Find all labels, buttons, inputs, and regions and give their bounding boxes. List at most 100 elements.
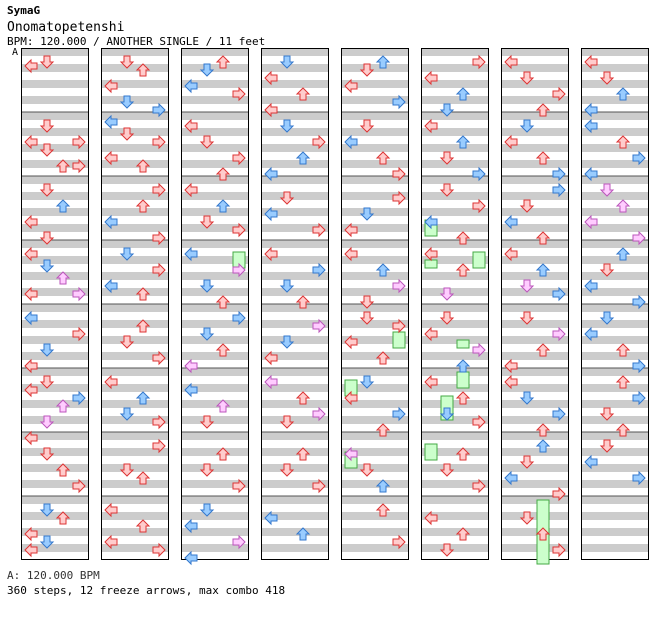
note-down: [199, 327, 215, 341]
beat-band: [581, 480, 649, 488]
beat-band: [501, 192, 569, 200]
note-down: [599, 439, 615, 453]
note-up: [135, 287, 151, 301]
beat-band: [581, 464, 649, 472]
note-down: [199, 503, 215, 517]
note-up: [615, 87, 631, 101]
beat-band: [421, 176, 489, 184]
beat-band: [501, 464, 569, 472]
note-up: [535, 343, 551, 357]
note-left: [344, 78, 358, 94]
note-down: [519, 511, 535, 525]
beat-band: [181, 112, 249, 120]
note-left: [504, 214, 518, 230]
beat-band: [101, 352, 169, 360]
note-down: [359, 63, 375, 77]
beat-band: [501, 352, 569, 360]
beat-band: [261, 496, 329, 504]
beat-band: [101, 144, 169, 152]
beat-band: [181, 272, 249, 280]
beat-band: [261, 432, 329, 440]
note-up: [375, 151, 391, 165]
beat-band: [101, 496, 169, 504]
beat-band: [101, 512, 169, 520]
beat-band: [421, 432, 489, 440]
beat-band: [341, 416, 409, 424]
beat-band: [501, 384, 569, 392]
beat-band: [181, 528, 249, 536]
note-left: [24, 214, 38, 230]
freeze-arrow: [424, 259, 438, 269]
note-left: [344, 334, 358, 350]
beat-band: [581, 240, 649, 248]
note-down: [519, 119, 535, 133]
note-up: [135, 159, 151, 173]
beat-band: [501, 208, 569, 216]
beat-band: [101, 160, 169, 168]
note-down: [39, 231, 55, 245]
beat-band: [21, 448, 89, 456]
beat-band: [501, 480, 569, 488]
beat-band: [181, 48, 249, 56]
note-left: [344, 222, 358, 238]
note-up: [535, 231, 551, 245]
note-down: [119, 55, 135, 69]
beat-band: [181, 448, 249, 456]
note-right: [232, 222, 246, 238]
beat-band: [21, 48, 89, 56]
beat-band: [581, 64, 649, 72]
note-up: [615, 423, 631, 437]
beat-band: [181, 288, 249, 296]
beat-band: [181, 240, 249, 248]
beat-band: [101, 480, 169, 488]
note-up: [295, 447, 311, 461]
note-right: [552, 182, 566, 198]
beat-band: [261, 208, 329, 216]
note-right: [552, 326, 566, 342]
note-left: [504, 374, 518, 390]
beat-band: [181, 320, 249, 328]
note-down: [199, 415, 215, 429]
note-left: [264, 350, 278, 366]
beat-band: [501, 272, 569, 280]
beat-band: [181, 512, 249, 520]
note-up: [135, 391, 151, 405]
beat-band: [581, 352, 649, 360]
note-down: [199, 463, 215, 477]
bpm-marker: A: [12, 47, 19, 58]
beat-band: [261, 384, 329, 392]
beat-band: [261, 400, 329, 408]
beat-band: [501, 496, 569, 504]
beat-band: [181, 336, 249, 344]
note-down: [439, 407, 455, 421]
note-right: [392, 166, 406, 182]
beat-band: [101, 80, 169, 88]
note-right: [232, 310, 246, 326]
beat-band: [181, 496, 249, 504]
beat-band: [261, 240, 329, 248]
note-left: [424, 326, 438, 342]
note-up: [375, 351, 391, 365]
note-left: [584, 102, 598, 118]
note-up: [215, 399, 231, 413]
note-down: [279, 191, 295, 205]
note-down: [119, 335, 135, 349]
column-border: [501, 48, 569, 560]
note-down: [39, 119, 55, 133]
beat-band: [421, 112, 489, 120]
beat-band: [581, 528, 649, 536]
note-down: [199, 63, 215, 77]
beat-band: [21, 176, 89, 184]
note-right: [72, 134, 86, 150]
note-up: [615, 375, 631, 389]
beat-band: [501, 288, 569, 296]
note-right: [152, 414, 166, 430]
beat-band: [341, 208, 409, 216]
note-left: [344, 446, 358, 462]
beat-band: [261, 144, 329, 152]
beat-band: [341, 464, 409, 472]
note-right: [392, 190, 406, 206]
beat-band: [421, 208, 489, 216]
note-left: [424, 510, 438, 526]
